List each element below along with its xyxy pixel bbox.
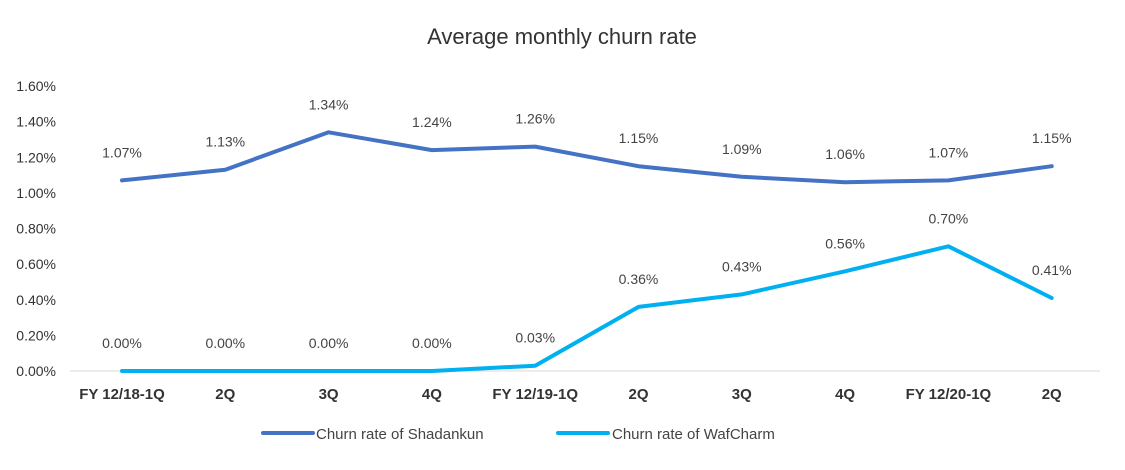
data-label: 1.34% [309,96,349,112]
x-tick-label: 3Q [732,386,752,403]
y-tick-label: 1.40% [16,114,56,130]
x-tick-label: 2Q [628,386,648,403]
series-line-2 [122,246,1052,371]
y-tick-label: 0.60% [16,256,56,272]
data-label: 0.03% [515,330,555,346]
y-tick-label: 1.00% [16,185,56,201]
x-tick-label: 2Q [1042,386,1062,403]
x-tick-label: 4Q [835,386,855,403]
data-label: 1.07% [102,144,142,160]
y-tick-label: 0.80% [16,221,56,237]
data-label: 0.00% [205,335,245,351]
data-label: 1.07% [929,144,969,160]
data-label: 0.70% [929,210,969,226]
y-tick-label: 0.40% [16,292,56,308]
x-tick-label: 4Q [422,386,442,403]
data-label: 1.06% [825,146,865,162]
series-lines [122,132,1052,371]
legend-label: Churn rate of Shadankun [316,426,484,443]
data-label: 0.00% [102,335,142,351]
y-tick-label: 1.20% [16,149,56,165]
y-tick-label: 0.00% [16,363,56,379]
data-label: 1.24% [412,114,452,130]
data-label: 1.15% [1032,130,1072,146]
data-label: 1.15% [619,130,659,146]
x-tick-label: 3Q [319,386,339,403]
y-axis-ticks: 0.00% 0.20% 0.40% 0.60% 0.80% 1.00% 1.20% 1.40%… [16,78,56,379]
y-tick-label: 1.60% [16,78,56,94]
data-label: 0.41% [1032,262,1072,278]
data-label: 1.13% [205,134,245,150]
data-label: 0.43% [722,258,762,274]
x-tick-label: FY 12/18-1Q [79,386,165,403]
x-tick-label: 2Q [215,386,235,403]
x-tick-label: FY 12/19-1Q [492,386,578,403]
x-tick-label: FY 12/20-1Q [906,386,992,403]
data-label: 0.36% [619,271,659,287]
legend: Churn rate of Shadankun Churn rate of Waf… [263,426,775,443]
data-label: 0.00% [412,335,452,351]
data-label: 1.09% [722,141,762,157]
legend-label: Churn rate of WafCharm [612,426,775,443]
x-axis-ticks: FY 12/18-1Q 2Q 3Q 4Q FY 12/19-1Q 2Q 3Q 4Q FY 12/… [79,386,1062,403]
data-label: 0.00% [309,335,349,351]
data-labels: 1.07% 1.13% 1.34% 1.24% 1.26% 1.15% 1.09% 1.06%… [102,96,1071,351]
series-line-1 [122,132,1052,182]
chart-title: Average monthly churn rate [427,24,697,49]
data-label: 0.56% [825,235,865,251]
data-label: 1.26% [515,111,555,127]
y-tick-label: 0.20% [16,327,56,343]
